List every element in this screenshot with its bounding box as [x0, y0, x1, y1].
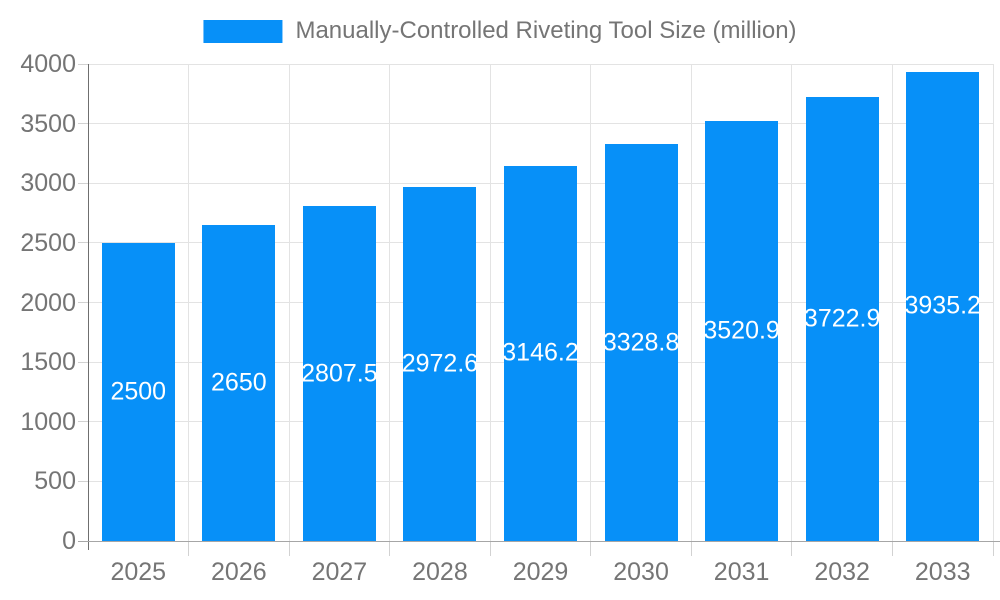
- v-gridline: [891, 64, 893, 541]
- x-tick: [690, 541, 692, 556]
- x-tick: [791, 541, 793, 556]
- bar-value-label: 2650: [211, 368, 267, 397]
- y-tick: [78, 302, 88, 303]
- bar-2026[interactable]: 2650: [202, 224, 276, 541]
- y-tick: [78, 242, 88, 244]
- bar-2027[interactable]: 2807.5: [301, 206, 378, 541]
- y-tick: [78, 361, 88, 363]
- y-axis-label: 2000: [20, 288, 76, 317]
- y-axis-line: [87, 64, 89, 550]
- x-tick: [489, 541, 491, 556]
- v-gridline: [389, 64, 391, 541]
- x-tick: [891, 541, 893, 556]
- bar-2033[interactable]: 3935.2: [904, 71, 981, 541]
- bar-2028[interactable]: 2972.6: [401, 186, 479, 541]
- y-axis-label: 2500: [20, 228, 76, 257]
- bar-2029[interactable]: 3146.2: [502, 165, 579, 541]
- x-axis-label: 2032: [814, 558, 870, 586]
- x-axis-label: 2031: [713, 558, 770, 586]
- bar-value-label: 2807.5: [301, 359, 378, 388]
- y-tick: [78, 421, 88, 423]
- x-axis-label: 2027: [311, 558, 368, 586]
- y-axis-label: 1000: [20, 407, 76, 436]
- h-gridline: [88, 63, 993, 65]
- v-gridline: [288, 64, 290, 541]
- y-axis-label: 3500: [20, 109, 76, 138]
- v-gridline: [590, 64, 592, 541]
- x-axis-label: 2025: [110, 558, 167, 586]
- x-tick: [590, 541, 592, 556]
- bar-value-label: 3146.2: [502, 338, 579, 367]
- bar-2030[interactable]: 3328.8: [602, 144, 680, 541]
- y-axis-label: 3000: [20, 169, 76, 198]
- bar-value-label: 3722.9: [803, 304, 881, 333]
- x-axis-label: 2030: [613, 558, 669, 586]
- x-tick: [188, 541, 190, 556]
- bar-2031[interactable]: 3520.9: [703, 121, 780, 541]
- v-gridline: [791, 64, 793, 541]
- x-tick: [288, 541, 290, 556]
- x-axis-label: 2026: [211, 558, 267, 586]
- h-gridline: [88, 123, 993, 125]
- x-tick: [389, 541, 391, 556]
- x-axis-line: [78, 540, 1000, 542]
- y-axis-label: 1500: [20, 348, 76, 377]
- bar-2025[interactable]: 2500: [101, 242, 175, 541]
- x-axis-label: 2029: [512, 558, 569, 586]
- x-axis-label: 2028: [412, 558, 468, 586]
- v-gridline: [690, 64, 692, 541]
- legend-swatch-icon: [203, 19, 283, 43]
- y-tick: [78, 63, 88, 65]
- bar-value-label: 2972.6: [401, 349, 479, 378]
- y-axis-label: 500: [34, 467, 76, 496]
- bar-value-label: 2500: [110, 377, 167, 406]
- v-gridline: [992, 64, 994, 541]
- bar-value-label: 3935.2: [904, 291, 981, 320]
- bar-2032[interactable]: 3722.9: [803, 97, 881, 541]
- v-gridline: [489, 64, 491, 541]
- y-tick: [78, 182, 88, 184]
- x-tick: [992, 541, 994, 556]
- bar-value-label: 3328.8: [602, 328, 680, 356]
- y-axis-label: 0: [62, 527, 76, 555]
- bar-value-label: 3520.9: [703, 316, 780, 345]
- legend[interactable]: Manually-Controlled Riveting Tool Size (…: [203, 17, 797, 45]
- x-axis-label: 2033: [914, 558, 971, 586]
- y-axis-label: 4000: [20, 50, 76, 78]
- v-gridline: [188, 64, 190, 541]
- legend-label: Manually-Controlled Riveting Tool Size (…: [295, 17, 797, 44]
- y-tick: [78, 123, 88, 125]
- y-tick: [78, 480, 88, 482]
